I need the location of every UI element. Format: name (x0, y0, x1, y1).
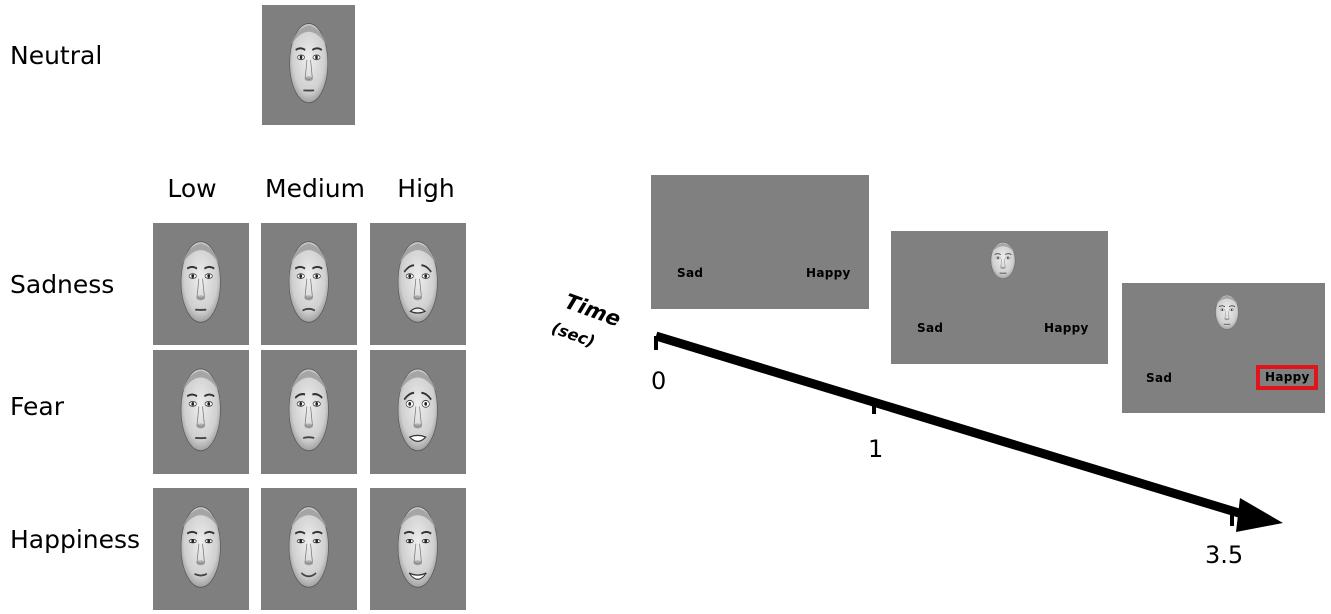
face-mini-3 (1209, 290, 1245, 346)
option-happy: Happy (1265, 370, 1310, 384)
face-icon (398, 241, 438, 323)
trial-screen-3: Sad Happy (1122, 283, 1325, 413)
face-icon (289, 241, 329, 323)
face-fear-medium (261, 350, 357, 474)
face-icon (289, 23, 328, 104)
trial-screen-1: Sad Happy (651, 175, 869, 309)
face-mini-2 (984, 237, 1022, 295)
selected-response-box (1256, 365, 1318, 390)
face-fear-low (153, 350, 249, 474)
face-icon (181, 368, 221, 452)
trial-screen-2: Sad Happy (891, 231, 1108, 364)
face-happiness-high (370, 488, 466, 610)
face-icon (289, 506, 329, 588)
tick-label-3-5: 3.5 (1205, 541, 1244, 569)
face-happiness-low (153, 488, 249, 610)
face-icon (398, 368, 438, 452)
column-label-medium: Medium (265, 174, 365, 203)
face-fear-high (370, 350, 466, 474)
tick-label-0: 0 (651, 367, 667, 395)
face-icon (289, 368, 329, 452)
row-label-happiness: Happiness (10, 525, 141, 554)
face-icon (1215, 294, 1239, 330)
row-label-fear: Fear (10, 392, 64, 421)
column-label-high: High (397, 174, 455, 203)
neutral-label: Neutral (10, 41, 103, 70)
face-neutral (262, 5, 355, 125)
column-label-low: Low (167, 174, 217, 203)
face-sadness-high (370, 223, 466, 345)
face-icon (398, 506, 438, 588)
face-icon (181, 241, 221, 323)
row-label-sadness: Sadness (10, 270, 115, 299)
face-icon (181, 506, 221, 588)
option-happy: Happy (806, 266, 851, 280)
face-happiness-medium (261, 488, 357, 610)
option-happy: Happy (1044, 321, 1089, 335)
face-sadness-low (153, 223, 249, 345)
option-sad: Sad (917, 321, 944, 335)
face-icon (990, 242, 1016, 279)
tick-label-1: 1 (868, 435, 884, 463)
option-sad: Sad (1146, 371, 1173, 385)
face-sadness-medium (261, 223, 357, 345)
option-sad: Sad (677, 266, 704, 280)
